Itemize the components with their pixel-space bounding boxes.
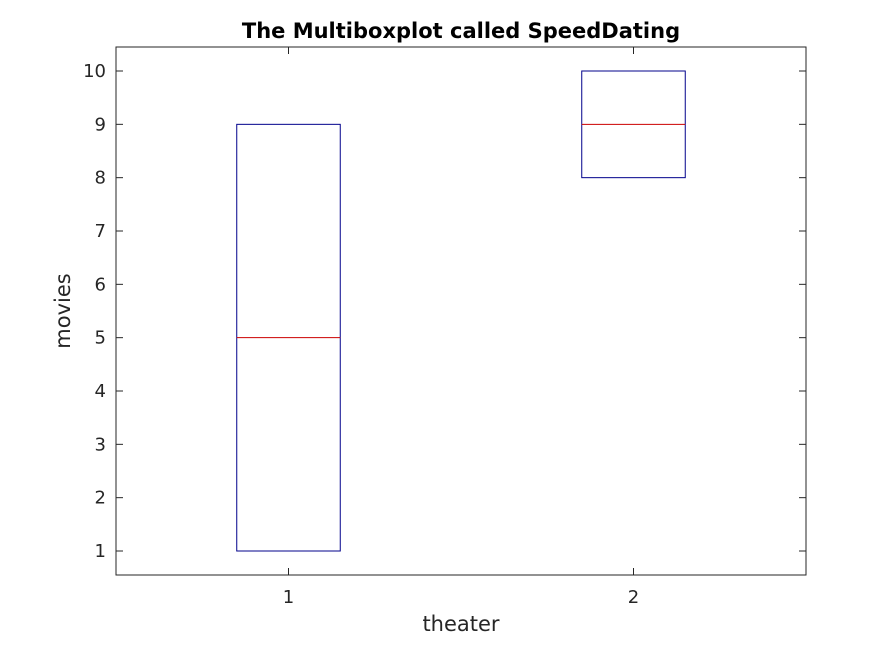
plot-area [115,46,807,576]
y-tick-label: 10 [83,61,106,82]
y-tick-label: 5 [95,328,106,349]
y-tick-label: 1 [95,541,106,562]
y-axis: 1 2 3 4 5 6 7 8 9 10 [83,61,806,562]
x-tick-label: 1 [283,587,294,608]
box-series [236,70,686,552]
y-tick-label: 9 [95,114,106,135]
y-tick-label: 2 [95,488,106,509]
x-tick-label: 2 [628,587,639,608]
y-tick-label: 3 [95,434,106,455]
chart-title: The Multiboxplot called SpeedDating [242,19,680,43]
y-tick-label: 8 [95,168,106,189]
y-tick-label: 6 [95,274,106,295]
y-tick-label: 7 [95,221,106,242]
x-axis-label: theater [422,612,499,636]
y-axis-label: movies [51,273,75,348]
y-tick-label: 4 [95,381,106,402]
